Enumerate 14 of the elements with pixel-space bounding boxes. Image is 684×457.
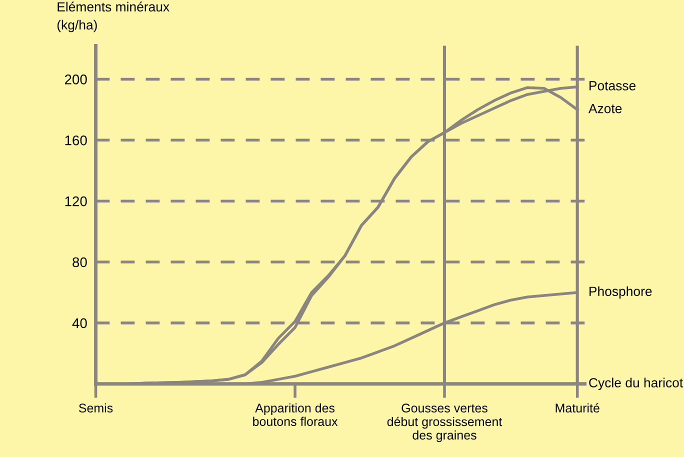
series-label: Phosphore (590, 286, 652, 299)
x-tick-label: Gousses vertes début grossissement des graines (387, 404, 502, 442)
y-tick-label: 160 (65, 135, 87, 146)
y-tick-label: 40 (72, 318, 87, 328)
series-label: Potasse (590, 81, 636, 90)
x-tick-label: Maturité (556, 403, 600, 413)
y-axis-title: Eléments minéraux (kg/ha) (57, 2, 170, 32)
y-tick-label: 120 (65, 196, 87, 206)
x-tick-label: Semis (78, 403, 113, 413)
text: Cycle du haricot (589, 378, 683, 390)
y-tick-label: 80 (72, 257, 87, 268)
x-tick-label: Apparition des boutons floraux (253, 403, 338, 426)
y-tick-label: 200 (64, 74, 87, 84)
series-label: Azote (588, 104, 622, 114)
